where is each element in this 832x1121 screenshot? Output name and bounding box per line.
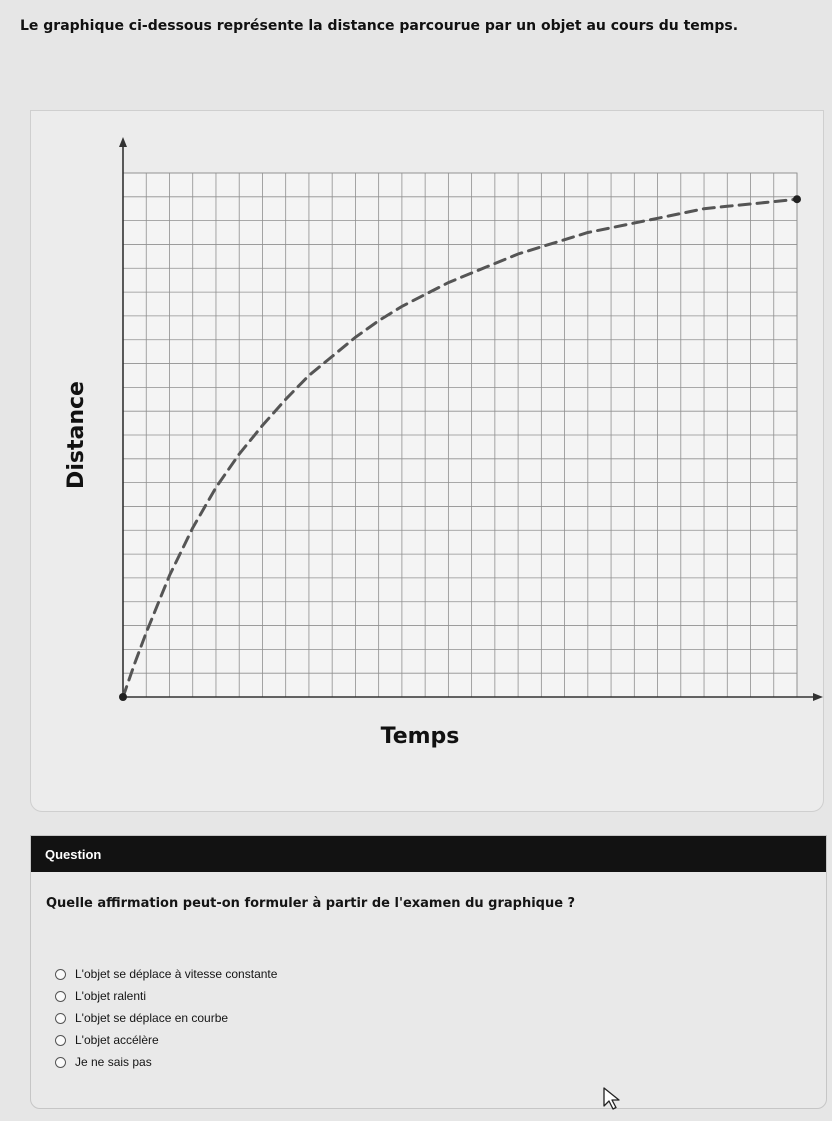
data-point-start [119, 693, 127, 701]
question-panel: Question Quelle affirmation peut-on form… [30, 835, 827, 1109]
prompt-text: Le graphique ci-dessous représente la di… [20, 18, 739, 34]
mouse-pointer-icon [603, 1087, 620, 1110]
answer-option-label: L'objet se déplace en courbe [75, 1011, 229, 1025]
answer-option-label: L'objet ralenti [75, 989, 147, 1003]
data-point-end [793, 195, 801, 204]
y-axis-label: Distance [64, 381, 89, 489]
radio-button[interactable] [55, 1056, 66, 1068]
radio-button[interactable] [55, 990, 66, 1002]
radio-button[interactable] [55, 968, 66, 980]
x-axis-arrow-icon [813, 693, 823, 701]
distance-time-chart: Temps Distance [64, 137, 823, 749]
answer-option-constant-speed[interactable]: L'objet se déplace à vitesse constante [55, 963, 826, 985]
answer-option-label: L'objet accélère [75, 1033, 159, 1047]
answer-option-dont-know[interactable]: Je ne sais pas [55, 1051, 826, 1073]
series-line [121, 197, 799, 699]
radio-button[interactable] [55, 1034, 66, 1046]
question-text: Quelle affirmation peut-on formuler à pa… [46, 896, 576, 911]
answer-option-label: L'objet se déplace à vitesse constante [75, 967, 278, 981]
answer-option-slows-down[interactable]: L'objet ralenti [55, 985, 826, 1007]
chart-card: Temps Distance [30, 110, 824, 812]
y-axis-arrow-icon [119, 137, 127, 147]
answer-options: L'objet se déplace à vitesse constante L… [55, 963, 826, 1073]
x-axis-label: Temps [381, 724, 460, 749]
answer-option-curved-path[interactable]: L'objet se déplace en courbe [55, 1007, 826, 1029]
answer-option-accelerates[interactable]: L'objet accélère [55, 1029, 826, 1051]
radio-button[interactable] [55, 1012, 66, 1024]
question-header: Question [31, 836, 826, 872]
answer-option-label: Je ne sais pas [75, 1055, 152, 1069]
